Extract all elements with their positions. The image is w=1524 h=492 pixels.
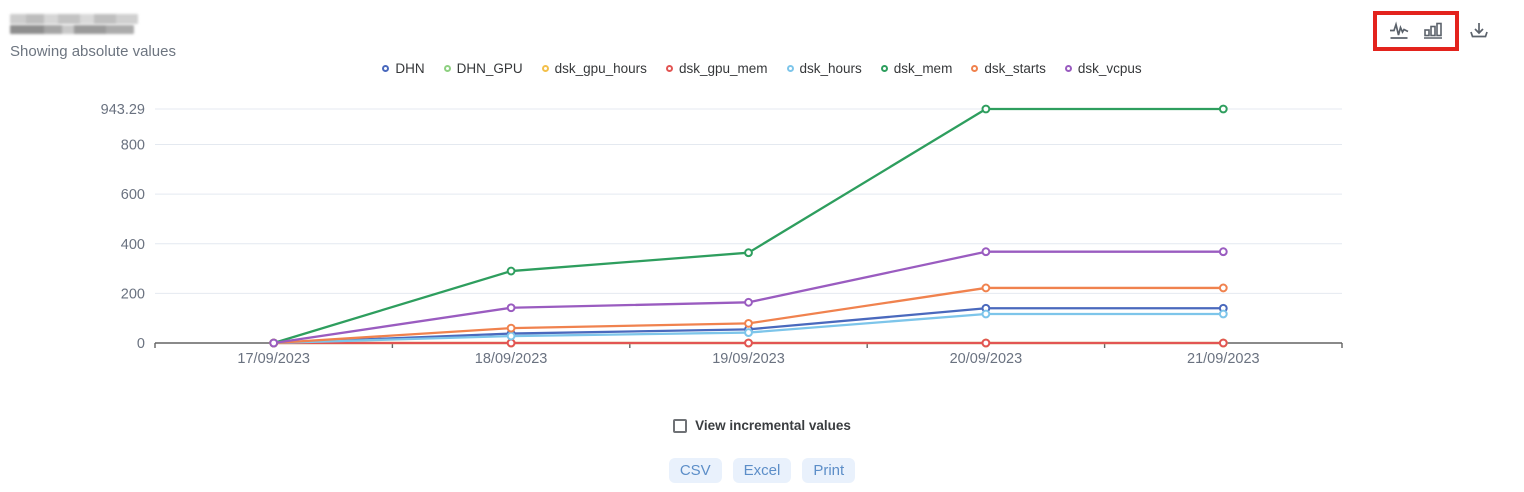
data-point-dsk_mem[interactable]: [981, 104, 991, 114]
legend-item-dsk_mem[interactable]: dsk_mem: [880, 61, 953, 76]
data-point-dsk_starts[interactable]: [744, 319, 753, 328]
data-point-dsk_vcpus[interactable]: [744, 297, 753, 307]
bar-chart-icon[interactable]: [1416, 18, 1450, 44]
x-axis-tick-label: 19/09/2023: [712, 351, 785, 367]
data-point-dsk_mem[interactable]: [744, 248, 753, 258]
legend-marker-icon: [382, 65, 390, 72]
redacted-title: [10, 14, 142, 36]
data-point-dsk_mem[interactable]: [506, 266, 516, 276]
highlight-annotation: [1373, 11, 1459, 51]
y-axis-tick-label: 943.29: [101, 102, 145, 118]
data-point-dsk_gpu_mem[interactable]: [744, 338, 753, 348]
y-axis-tick-label: 400: [121, 237, 145, 253]
line-chart: 0 200 400 600 800 943.29 17/09/2023 18/09/2023 1…: [101, 102, 1343, 367]
legend-item-dsk_hours[interactable]: dsk_hours: [786, 61, 862, 76]
legend: DHN DHN_GPU dsk_gpu_hours dsk_gpu_mem dsk_ho…: [0, 61, 1524, 76]
legend-marker-icon: [1064, 65, 1072, 72]
subtitle: Showing absolute values: [10, 43, 176, 60]
chart-toolbar: [1373, 11, 1496, 51]
data-point-dsk_hours[interactable]: [744, 328, 753, 337]
legend-item-DHN_GPU[interactable]: DHN_GPU: [443, 61, 523, 76]
incremental-label[interactable]: View incremental values: [695, 418, 851, 433]
print-button[interactable]: Print: [802, 458, 856, 483]
excel-button[interactable]: Excel: [732, 458, 792, 483]
y-axis-tick-label: 800: [121, 138, 145, 154]
data-point-dsk_mem[interactable]: [1218, 104, 1228, 114]
legend-marker-icon: [443, 65, 451, 72]
x-axis-tick-label: 18/09/2023: [475, 351, 548, 367]
legend-marker-icon: [541, 65, 549, 72]
legend-item-dsk_gpu_mem[interactable]: dsk_gpu_mem: [665, 61, 768, 76]
data-point-dsk_starts[interactable]: [981, 283, 991, 293]
export-buttons-row: CSV Excel Print: [0, 458, 1524, 483]
legend-label: DHN_GPU: [456, 61, 523, 76]
legend-item-dsk_gpu_hours[interactable]: dsk_gpu_hours: [541, 61, 647, 76]
legend-marker-icon: [880, 65, 888, 72]
data-point-dsk_gpu_mem[interactable]: [1218, 338, 1228, 348]
data-point-dsk_gpu_mem[interactable]: [981, 338, 991, 348]
data-point-dsk_vcpus[interactable]: [506, 303, 516, 313]
x-axis-tick-label: 20/09/2023: [950, 351, 1023, 367]
legend-item-dsk_starts[interactable]: dsk_starts: [971, 61, 1046, 76]
x-axis-tick-label: 17/09/2023: [237, 351, 310, 367]
data-point-dsk_hours[interactable]: [981, 309, 991, 319]
legend-marker-icon: [786, 65, 794, 72]
legend-label: dsk_starts: [984, 61, 1046, 76]
data-point-dsk_vcpus[interactable]: [1218, 247, 1228, 257]
legend-label: dsk_gpu_hours: [554, 61, 647, 76]
incremental-checkbox[interactable]: [673, 418, 688, 433]
y-axis-tick-label: 600: [121, 187, 145, 203]
y-axis-tick-label: 200: [121, 286, 145, 302]
legend-marker-icon: [665, 65, 673, 72]
legend-marker-icon: [971, 65, 979, 72]
data-point-dsk_starts[interactable]: [506, 323, 516, 333]
data-point-dsk_hours[interactable]: [1218, 309, 1228, 319]
csv-button[interactable]: CSV: [668, 458, 722, 483]
data-point-dsk_hours[interactable]: [506, 331, 516, 341]
data-point-dsk_vcpus[interactable]: [269, 338, 279, 348]
legend-label: dsk_hours: [799, 61, 862, 76]
legend-label: dsk_mem: [893, 61, 953, 76]
incremental-toggle-row: View incremental values: [0, 418, 1524, 433]
chart-header: Showing absolute values: [10, 14, 176, 60]
data-point-dsk_gpu_mem[interactable]: [506, 338, 516, 348]
data-point-dsk_vcpus[interactable]: [981, 247, 991, 257]
legend-label: DHN: [395, 61, 425, 76]
line-chart-icon[interactable]: [1382, 18, 1416, 44]
legend-label: dsk_vcpus: [1077, 61, 1142, 76]
download-icon[interactable]: [1462, 18, 1496, 44]
x-axis-tick-label: 21/09/2023: [1187, 351, 1260, 367]
legend-item-dsk_vcpus[interactable]: dsk_vcpus: [1064, 61, 1142, 76]
data-point-dsk_starts[interactable]: [1218, 283, 1228, 293]
legend-item-DHN[interactable]: DHN: [382, 61, 425, 76]
legend-label: dsk_gpu_mem: [678, 61, 768, 76]
y-axis-tick-label: 0: [137, 336, 145, 352]
